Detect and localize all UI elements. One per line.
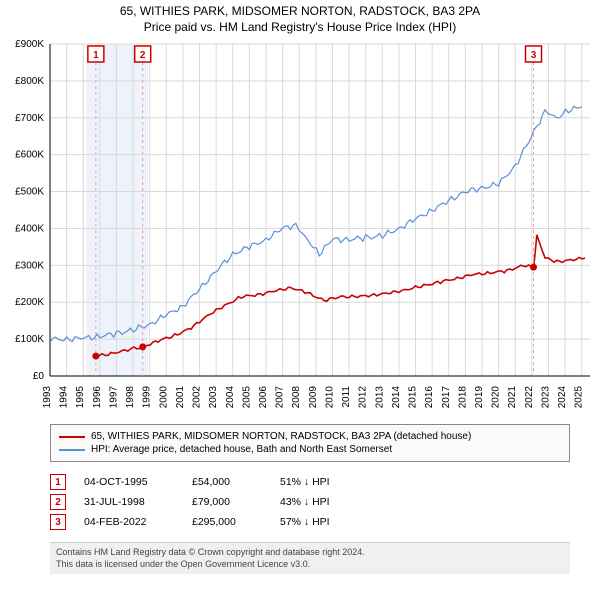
event-row-badge: 1 bbox=[50, 474, 66, 490]
chart-titles: 65, WITHIES PARK, MIDSOMER NORTON, RADST… bbox=[0, 0, 600, 36]
chart-area: £0 £100K £200K £300K £400K £500K £600K £700K £80… bbox=[0, 36, 600, 416]
event-row-badge: 3 bbox=[50, 514, 66, 530]
x-tick-label: 2017 bbox=[441, 386, 452, 409]
x-tick-label: 1993 bbox=[42, 386, 53, 409]
title-subtitle: Price paid vs. HM Land Registry's House … bbox=[0, 20, 600, 34]
legend-swatch bbox=[59, 449, 85, 451]
x-tick-label: 2025 bbox=[574, 386, 585, 409]
event-date: 04-FEB-2022 bbox=[84, 516, 174, 528]
event-price: £54,000 bbox=[192, 476, 262, 488]
legend-label: 65, WITHIES PARK, MIDSOMER NORTON, RADST… bbox=[91, 431, 471, 442]
x-tick-label: 2022 bbox=[524, 386, 535, 409]
x-tick-label: 1996 bbox=[92, 386, 103, 409]
x-tick-label: 2002 bbox=[192, 386, 203, 409]
y-tick-label: £600K bbox=[15, 150, 44, 161]
event-badge-num: 3 bbox=[531, 50, 537, 61]
x-tick-label: 2019 bbox=[474, 386, 485, 409]
event-pct: 43% ↓ HPI bbox=[280, 496, 370, 508]
events-table: 1 04-OCT-1995 £54,000 51% ↓ HPI 2 31-JUL-1998… bbox=[50, 470, 570, 534]
x-tick-label: 2015 bbox=[408, 386, 419, 409]
legend-row: HPI: Average price, detached house, Bath… bbox=[59, 444, 561, 455]
event-badge-num: 2 bbox=[140, 50, 146, 61]
x-tick-label: 2021 bbox=[507, 386, 518, 409]
event-dot bbox=[92, 353, 99, 360]
x-tick-label: 2003 bbox=[208, 386, 219, 409]
y-tick-label: £900K bbox=[15, 39, 44, 50]
x-tick-label: 1998 bbox=[125, 386, 136, 409]
x-tick-label: 2010 bbox=[324, 386, 335, 409]
x-tick-label: 2000 bbox=[158, 386, 169, 409]
x-tick-label: 2011 bbox=[341, 386, 352, 408]
y-tick-label: £100K bbox=[15, 334, 44, 345]
x-tick-label: 1999 bbox=[142, 386, 153, 409]
x-tick-label: 2018 bbox=[457, 386, 468, 409]
x-tick-label: 2013 bbox=[374, 386, 385, 409]
title-address: 65, WITHIES PARK, MIDSOMER NORTON, RADST… bbox=[0, 4, 600, 18]
event-date: 04-OCT-1995 bbox=[84, 476, 174, 488]
legend: 65, WITHIES PARK, MIDSOMER NORTON, RADST… bbox=[50, 424, 570, 462]
x-tick-label: 1995 bbox=[75, 386, 86, 409]
x-tick-label: 2012 bbox=[358, 386, 369, 409]
legend-row: 65, WITHIES PARK, MIDSOMER NORTON, RADST… bbox=[59, 431, 561, 442]
x-tick-label: 2008 bbox=[291, 386, 302, 409]
y-tick-label: £200K bbox=[15, 297, 44, 308]
event-row: 1 04-OCT-1995 £54,000 51% ↓ HPI bbox=[50, 474, 570, 490]
event-date: 31-JUL-1998 bbox=[84, 496, 174, 508]
event-pct: 51% ↓ HPI bbox=[280, 476, 370, 488]
event-row-badge: 2 bbox=[50, 494, 66, 510]
x-tick-label: 1994 bbox=[59, 386, 70, 409]
event-row: 2 31-JUL-1998 £79,000 43% ↓ HPI bbox=[50, 494, 570, 510]
x-tick-label: 1997 bbox=[108, 386, 119, 409]
event-dot bbox=[139, 343, 146, 350]
event-price: £79,000 bbox=[192, 496, 262, 508]
footer-attribution: Contains HM Land Registry data © Crown c… bbox=[50, 542, 570, 574]
event-pct: 57% ↓ HPI bbox=[280, 516, 370, 528]
event-dot bbox=[530, 264, 537, 271]
legend-swatch bbox=[59, 436, 85, 438]
x-tick-label: 2023 bbox=[540, 386, 551, 409]
x-tick-label: 2004 bbox=[225, 386, 236, 409]
x-tick-label: 2016 bbox=[424, 386, 435, 409]
event-row: 3 04-FEB-2022 £295,000 57% ↓ HPI bbox=[50, 514, 570, 530]
event-price: £295,000 bbox=[192, 516, 262, 528]
y-tick-label: £0 bbox=[33, 371, 45, 382]
x-tick-label: 2006 bbox=[258, 386, 269, 409]
x-tick-label: 2005 bbox=[241, 386, 252, 409]
y-tick-label: £700K bbox=[15, 113, 44, 124]
x-tick-label: 2001 bbox=[175, 386, 186, 409]
chart-svg: £0 £100K £200K £300K £400K £500K £600K £700K £80… bbox=[0, 36, 600, 416]
event-badge-num: 1 bbox=[93, 50, 99, 61]
y-tick-label: £800K bbox=[15, 76, 44, 87]
x-tick-label: 2024 bbox=[557, 386, 568, 409]
legend-label: HPI: Average price, detached house, Bath… bbox=[91, 444, 392, 455]
x-tick-label: 2014 bbox=[391, 386, 402, 409]
y-tick-label: £500K bbox=[15, 187, 44, 198]
footer-line2: This data is licensed under the Open Gov… bbox=[56, 559, 564, 571]
x-tick-label: 2020 bbox=[491, 386, 502, 409]
x-tick-label: 2007 bbox=[275, 386, 286, 409]
footer-line1: Contains HM Land Registry data © Crown c… bbox=[56, 547, 564, 559]
x-tick-label: 2009 bbox=[308, 386, 319, 409]
y-tick-label: £300K bbox=[15, 260, 44, 271]
y-tick-label: £400K bbox=[15, 223, 44, 234]
